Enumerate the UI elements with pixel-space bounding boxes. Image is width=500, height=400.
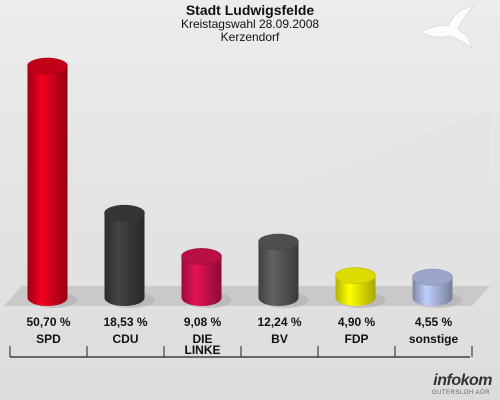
- value-label: 12,24 %: [257, 315, 301, 329]
- bar-2: [181, 248, 232, 308]
- bar-body: [258, 241, 299, 306]
- chart-back-shadow: [22, 110, 490, 286]
- category-ticks: [9, 346, 473, 357]
- category-label: sonstige: [409, 332, 459, 346]
- bird-logo-icon: [421, 5, 476, 49]
- bar-0: [27, 57, 78, 308]
- category-label: BV: [271, 332, 288, 346]
- value-label: 50,70 %: [26, 315, 70, 329]
- bar-top: [104, 204, 145, 222]
- value-label: 4,90 %: [338, 315, 376, 329]
- category-label: FDP: [345, 332, 369, 346]
- bar-1: [104, 204, 155, 308]
- bar-top: [412, 268, 453, 286]
- chart-subtitle: Kreistagswahl 28.09.2008: [180, 17, 320, 31]
- chart-location: Kerzendorf: [220, 30, 280, 44]
- bar-top: [335, 267, 376, 284]
- value-label: 9,08 %: [184, 315, 222, 329]
- bar-3: [258, 233, 309, 308]
- bar-top: [181, 248, 222, 265]
- bar-4: [335, 267, 386, 308]
- bar-body: [104, 213, 145, 306]
- chart-title: Stadt Ludwigsfelde: [185, 2, 315, 18]
- bar-body: [335, 275, 376, 306]
- value-label: 18,53 %: [103, 315, 147, 329]
- bar-5: [412, 268, 463, 308]
- labels-group: 50,70 % SPD 18,53 % CDU 9,08 % DIE LINKE 12,24 …: [26, 315, 458, 357]
- value-label: 4,55 %: [415, 315, 453, 329]
- bar-body: [181, 256, 222, 306]
- bar-body: [27, 66, 68, 306]
- bar-top: [27, 57, 68, 75]
- category-label: SPD: [36, 332, 61, 346]
- brand-subtitle: GUTERSLOH AÖR: [431, 390, 490, 396]
- bar-top: [258, 233, 299, 251]
- category-label: DIE LINKE: [185, 332, 221, 357]
- category-label: CDU: [113, 332, 139, 346]
- bars-group: [27, 57, 463, 308]
- brand-name: infokom: [433, 372, 492, 389]
